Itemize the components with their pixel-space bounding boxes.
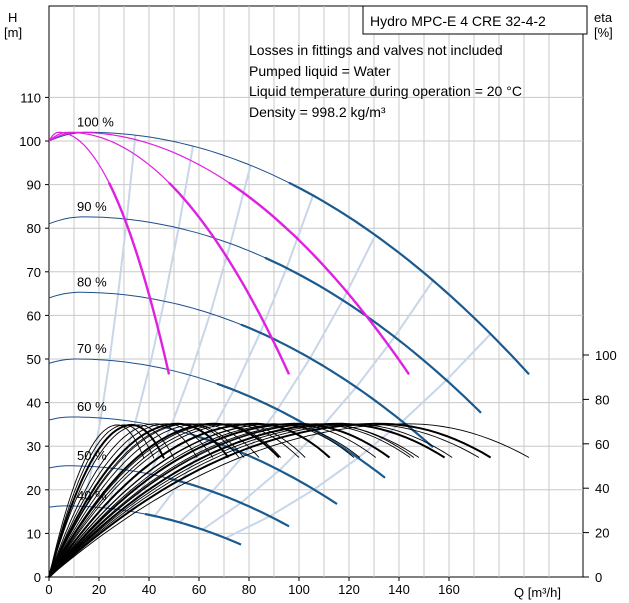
pump-curve-bold [168, 181, 291, 375]
y-left-tick-label: 10 [27, 526, 41, 541]
y-right-tick-label: 60 [595, 437, 609, 452]
x-axis-label: Q [m³/h] [514, 585, 561, 600]
y-left-tick-label: 40 [27, 396, 41, 411]
y-right-tick-label: 100 [595, 348, 617, 363]
hq-curve-bold [144, 512, 242, 546]
y-left-tick-label: 20 [27, 483, 41, 498]
note-3: Liquid temperature during operation = 20… [249, 83, 522, 99]
efficiency-curve [48, 422, 230, 578]
y-right-unit: [%] [594, 25, 613, 40]
grid [48, 5, 584, 578]
y-right-tick-label: 40 [595, 481, 609, 496]
plot-frame [48, 5, 584, 578]
efficiency-curve [48, 423, 530, 578]
y-left-tick-label: 110 [20, 90, 41, 105]
y-right-label: eta [594, 10, 613, 25]
efficiency-curve [48, 424, 155, 578]
efficiency-curve [48, 423, 306, 578]
y-right-tick-label: 20 [595, 526, 609, 541]
x-tick-label: 0 [45, 582, 52, 597]
y-left-tick-label: 70 [27, 265, 41, 280]
y-left-tick-label: 30 [27, 439, 41, 454]
pump-curve-bold [107, 182, 171, 375]
multi-pump-curves [48, 131, 410, 375]
hq-curve-bold [168, 477, 290, 528]
speed-label: 40 % [77, 488, 107, 503]
speed-label: 60 % [77, 399, 107, 414]
note-1: Losses in fittings and valves not includ… [249, 42, 503, 58]
efficiency-curve [48, 423, 282, 578]
y-left-tick-label: 50 [27, 352, 41, 367]
note-2: Pumped liquid = Water [249, 63, 391, 79]
efficiency-curve [48, 422, 446, 578]
efficiency-curve [48, 423, 415, 578]
efficiency-curve [48, 422, 492, 578]
hq-curve-bold [264, 256, 482, 414]
efficiency-curve [48, 423, 165, 578]
speed-label: 80 % [77, 274, 107, 289]
y-left-tick-label: 80 [27, 221, 41, 236]
x-tick-label: 140 [388, 582, 410, 597]
efficiency-curve [48, 422, 280, 578]
efficiency-curve [48, 423, 411, 578]
efficiency-curve [48, 423, 453, 578]
speed-label: 50 % [77, 448, 107, 463]
y-left-tick-label: 90 [27, 178, 41, 193]
note-4: Density = 998.2 kg/m³ [249, 104, 386, 120]
y-left-tick-label: 60 [27, 308, 41, 323]
efficiency-curve [48, 423, 240, 578]
efficiency-curve [48, 423, 245, 578]
x-tick-label: 60 [192, 582, 206, 597]
pump-curve-bold [228, 181, 410, 375]
hq-curve-bold [216, 382, 386, 479]
title-box [362, 5, 588, 35]
hq-curve-bold [288, 181, 530, 376]
x-tick-label: 160 [438, 582, 460, 597]
x-tick-label: 20 [92, 582, 106, 597]
speed-label: 100 % [77, 115, 114, 130]
y-right-tick-label: 0 [595, 570, 602, 585]
chart-title: Hydro MPC-E 4 CRE 32-4-2 [370, 13, 546, 29]
efficiency-curve [48, 423, 480, 578]
efficiency-curve [48, 422, 390, 578]
x-tick-label: 40 [142, 582, 156, 597]
y-left-unit: [m] [4, 25, 22, 40]
efficiency-curve [48, 424, 145, 578]
y-left-label: H [8, 10, 17, 25]
efficiency-curve [48, 423, 260, 578]
y-left-tick-label: 0 [34, 570, 41, 585]
x-tick-label: 120 [338, 582, 360, 597]
axes: 0 20 40 60 80 100 120 140 160 0 10 20 30 40 50 60 70 80 90… [19, 90, 616, 597]
y-right-tick-label: 80 [595, 392, 609, 407]
efficiency-curve [48, 423, 300, 578]
x-tick-label: 100 [288, 582, 310, 597]
x-tick-label: 80 [242, 582, 256, 597]
speed-labels: 100 % 90 % 80 % 70 % 60 % 50 % 40 % [77, 115, 114, 504]
y-left-tick-label: 100 [19, 134, 41, 149]
speed-label: 90 % [77, 199, 107, 214]
speed-label: 70 % [77, 341, 107, 356]
efficiency-curves [48, 422, 530, 578]
